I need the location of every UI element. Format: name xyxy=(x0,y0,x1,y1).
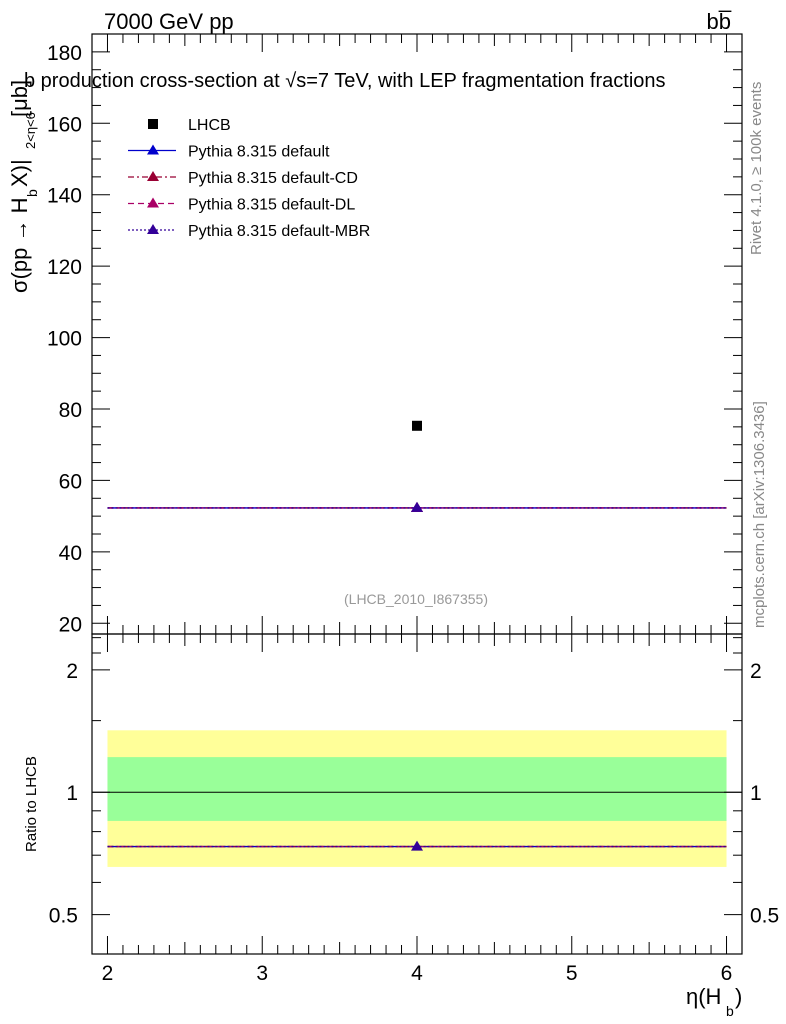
process-label: bb̅ xyxy=(707,9,732,34)
xtick-label: 3 xyxy=(256,962,268,985)
xtick-label: 2 xyxy=(102,962,114,985)
ratio-ticks: 0.5 0.5 1 1 2 2 2 3 4 5 6 xyxy=(49,634,779,985)
main-ytick-label: 40 xyxy=(59,542,82,565)
xtick-label: 5 xyxy=(566,962,578,985)
main-y-axis-label: σ(pp → H b X)| 2<η<6 [μb] xyxy=(7,80,40,293)
legend-label-lhcb: LHCB xyxy=(188,117,231,134)
ratio-frame xyxy=(91,633,743,955)
main-ytick-label: 140 xyxy=(47,185,82,208)
legend-marker-3 xyxy=(147,197,159,208)
ratio-ytick-label-right: 1 xyxy=(750,782,762,805)
x-label-sub-b: b xyxy=(726,1003,734,1019)
xtick-label: 6 xyxy=(721,962,733,985)
analysis-id: (LHCB_2010_I867355) xyxy=(344,591,488,607)
x-label-eta: η(H xyxy=(686,984,721,1009)
main-ytick-label: 160 xyxy=(47,113,82,136)
rivet-label: Rivet 4.1.0, ≥ 100k events xyxy=(748,82,765,255)
ratio-panel: 0.5 0.5 1 1 2 2 2 3 4 5 6 xyxy=(49,633,779,985)
main-ytick-label: 80 xyxy=(59,399,82,422)
legend-label-3: Pythia 8.315 default-DL xyxy=(188,197,355,214)
main-ytick-label: 180 xyxy=(47,42,82,65)
legend-marker-1 xyxy=(147,144,159,155)
legend-label-1: Pythia 8.315 default xyxy=(188,144,330,161)
main-ytick-label: 20 xyxy=(59,613,82,636)
ratio-ytick-label-left: 0.5 xyxy=(49,905,78,928)
legend-marker-2 xyxy=(147,171,159,181)
y-label-x: X)| xyxy=(7,159,32,187)
xtick-label: 4 xyxy=(411,962,423,985)
y-label-unit: [μb] xyxy=(7,80,32,117)
lhcb-data-point xyxy=(412,420,422,431)
ratio-ytick-label-left: 1 xyxy=(66,782,78,805)
ratio-band-stat xyxy=(107,757,727,821)
main-series-marker-4 xyxy=(411,501,423,512)
ratio-y-axis-label: Ratio to LHCB xyxy=(23,756,40,852)
legend-marker-4 xyxy=(147,224,159,234)
main-panel: 20 40 60 80 100 120 140 160 180 xyxy=(47,33,743,636)
ratio-ytick-label-left: 2 xyxy=(66,660,78,683)
y-label-sub-b: b xyxy=(24,189,40,197)
legend-marker-lhcb xyxy=(148,119,158,129)
ratio-ytick-label-right: 2 xyxy=(750,660,762,683)
ratio-ytick-label-right: 0.5 xyxy=(750,905,779,928)
main-marks xyxy=(107,420,727,512)
x-label-close: ) xyxy=(735,984,742,1009)
ratio-marks xyxy=(92,730,742,867)
legend-label-2: Pythia 8.315 default-CD xyxy=(188,170,358,187)
mcplots-label: mcplots.cern.ch [arXiv:1306.3436] xyxy=(751,401,768,628)
plot-title: b production cross-section at √s=7 TeV, … xyxy=(24,70,666,92)
y-label-sigma: σ(pp → H xyxy=(7,198,32,294)
main-ytick-label: 100 xyxy=(47,328,82,351)
energy-label: 7000 GeV pp xyxy=(104,9,234,34)
main-ticks: 20 40 60 80 100 120 140 160 180 xyxy=(47,34,742,636)
legend-label-4: Pythia 8.315 default-MBR xyxy=(188,223,370,240)
ratio-marker xyxy=(411,840,423,851)
main-ytick-label: 60 xyxy=(59,470,82,493)
x-axis-label: η(H b ) xyxy=(686,984,742,1019)
main-ytick-label: 120 xyxy=(47,256,82,279)
legend: LHCB Pythia 8.315 default Pythia 8.315 def… xyxy=(128,117,370,240)
y-label-sub-eta: 2<η<6 xyxy=(23,112,38,149)
